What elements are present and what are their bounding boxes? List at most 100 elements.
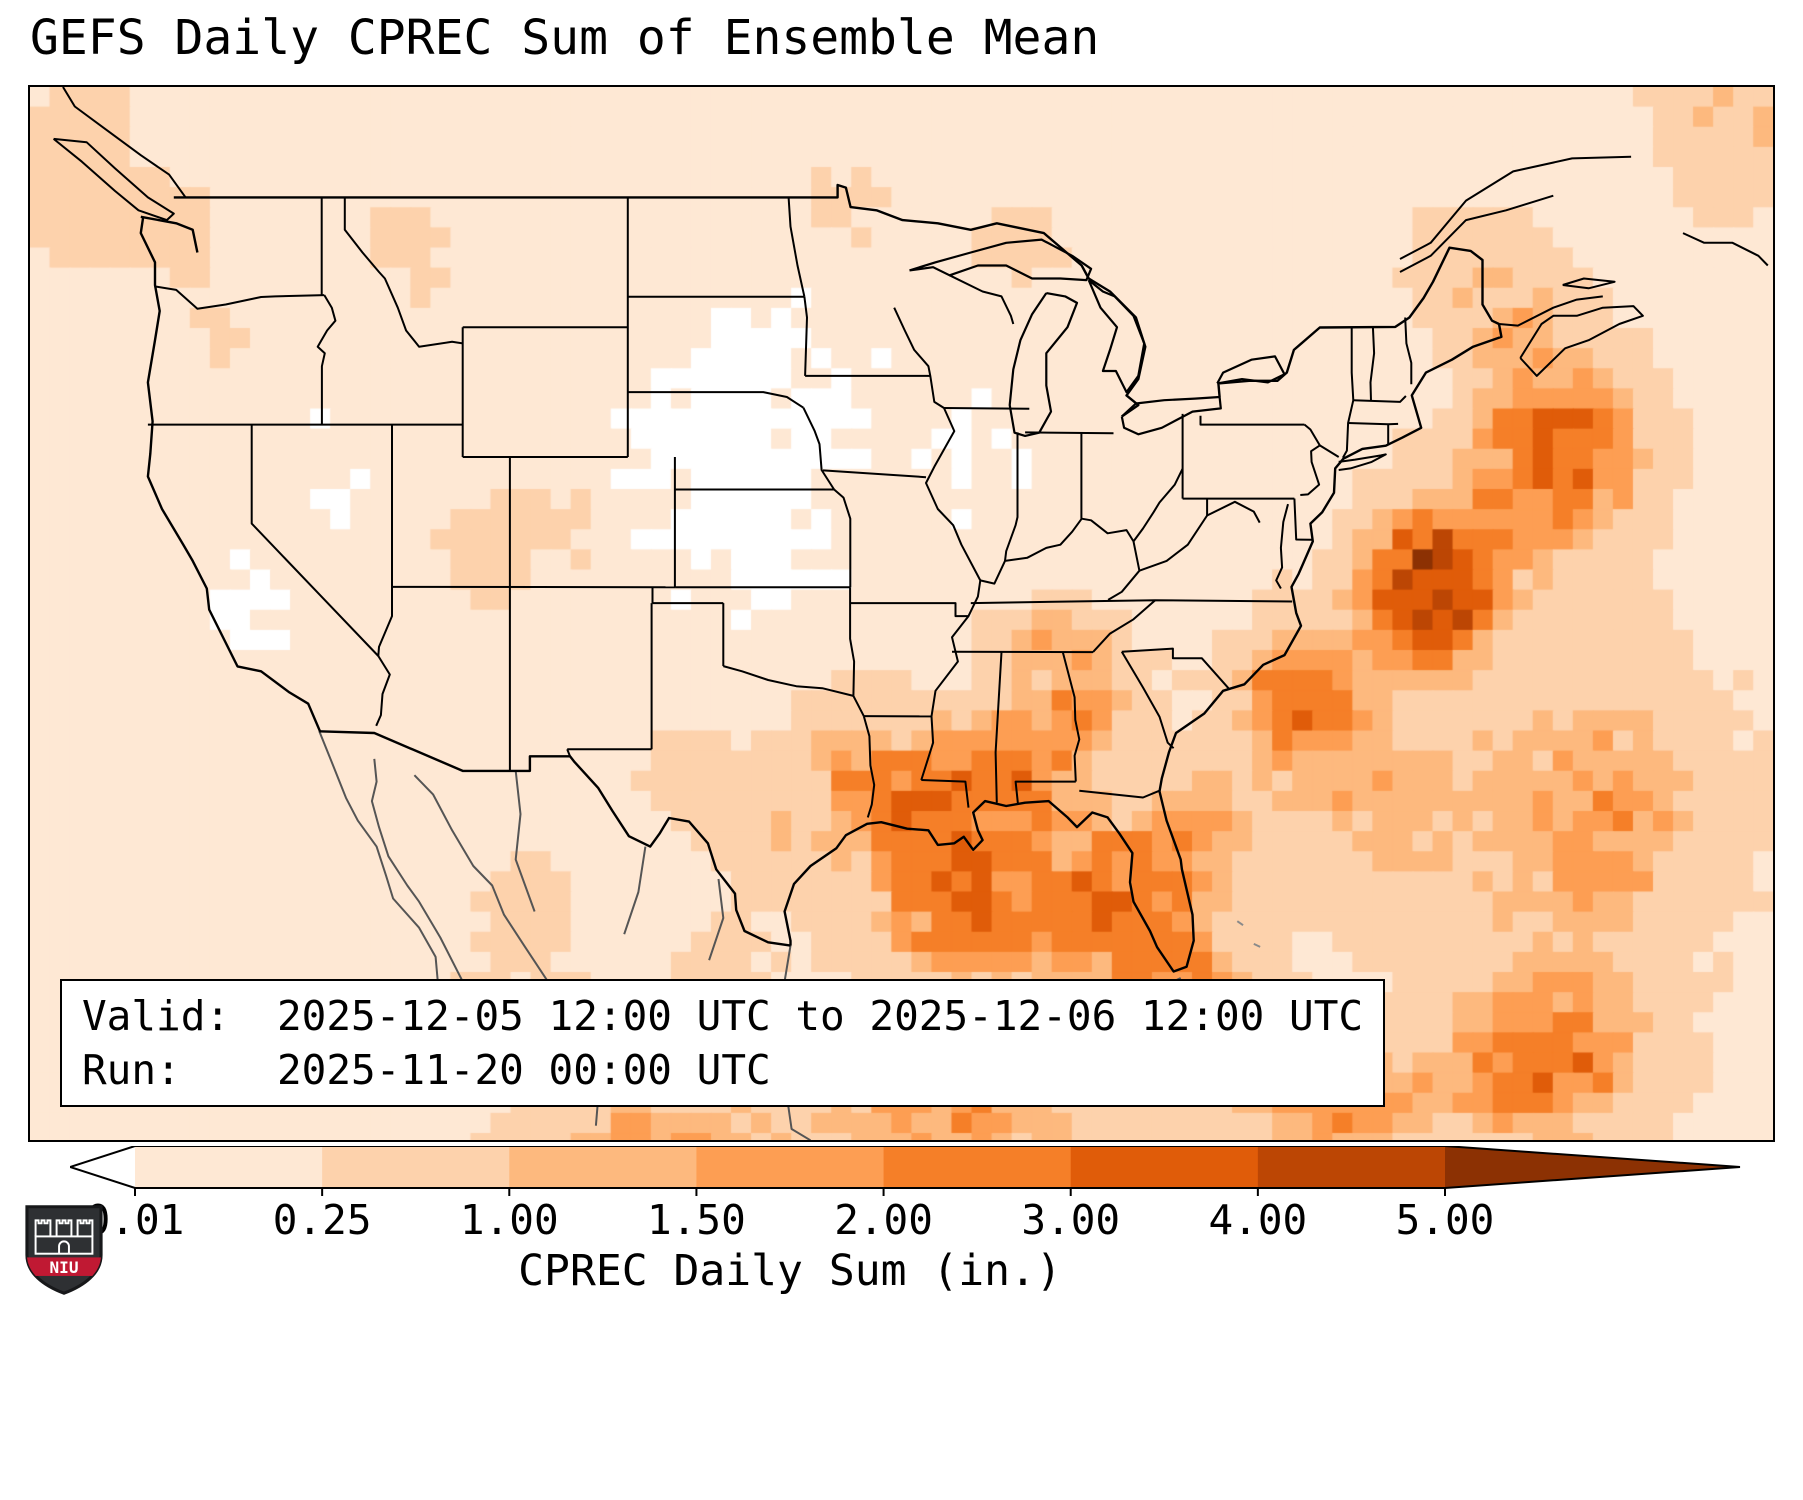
niu-logo: NIU xyxy=(25,1205,103,1295)
state-border xyxy=(1293,498,1312,541)
state-border xyxy=(852,695,865,717)
map-panel: Valid: 2025-12-05 12:00 UTC to 2025-12-06… xyxy=(28,85,1775,1142)
colorbar-segment xyxy=(135,1146,323,1188)
state-border xyxy=(1121,647,1230,690)
state-border xyxy=(1275,503,1289,590)
us-coastline xyxy=(139,216,322,732)
us-coastline xyxy=(783,323,1503,973)
colorbar-tick-label: 1.00 xyxy=(459,1196,559,1244)
colorbar-over-arrow xyxy=(1445,1146,1740,1188)
national-border xyxy=(1217,246,1500,398)
state-border xyxy=(375,655,391,727)
state-border xyxy=(1120,651,1175,749)
state-border xyxy=(849,587,856,696)
state-border xyxy=(833,488,852,588)
state-border xyxy=(377,424,393,657)
state-border xyxy=(1061,651,1081,782)
colorbar-segment xyxy=(883,1146,1072,1188)
state-border xyxy=(949,274,1015,325)
state-border xyxy=(1004,432,1019,562)
colorbar-segment xyxy=(1070,1146,1259,1188)
state-border xyxy=(723,665,854,697)
foreign-coastline xyxy=(623,846,647,935)
national-border xyxy=(173,183,1147,418)
state-border xyxy=(862,715,876,818)
state-border xyxy=(343,197,463,348)
canada-coastline xyxy=(52,137,175,222)
state-border xyxy=(156,285,325,310)
state-border xyxy=(1199,415,1305,426)
colorbar-tick-label: 4.00 xyxy=(1208,1196,1308,1244)
state-border xyxy=(1014,780,1076,805)
colorbar-tick-label: 3.00 xyxy=(1021,1196,1121,1244)
state-border xyxy=(803,296,808,376)
colorbar-tick-label: 0.25 xyxy=(272,1196,372,1244)
run-label: Run: xyxy=(82,1045,181,1094)
colorbar xyxy=(70,1146,1741,1196)
colorbar-label: CPREC Daily Sum (in.) xyxy=(518,1246,1062,1296)
state-border xyxy=(1342,326,1355,459)
state-border xyxy=(943,407,1030,410)
colorbar-segment xyxy=(1257,1146,1446,1188)
canada-coastline xyxy=(1562,277,1616,290)
canada-coastline xyxy=(1498,295,1603,327)
great-lake-outline xyxy=(1216,355,1286,385)
state-border xyxy=(250,424,380,657)
state-border xyxy=(802,407,835,491)
colorbar-tick-label: 1.50 xyxy=(647,1196,746,1244)
info-box: Valid: 2025-12-05 12:00 UTC to 2025-12-06… xyxy=(60,978,1386,1107)
great-lake-outline xyxy=(909,238,1093,282)
island-outline xyxy=(1236,920,1248,929)
colorbar-tick-label: 5.00 xyxy=(1395,1196,1495,1244)
colorbar-segment xyxy=(509,1146,698,1188)
state-border xyxy=(980,517,1135,585)
state-border xyxy=(1404,317,1413,385)
state-border xyxy=(994,652,1003,803)
canada-coastline xyxy=(1399,155,1632,260)
state-border xyxy=(1369,326,1376,401)
state-border xyxy=(1025,431,1114,435)
valid-value: 2025-12-05 12:00 UTC to 2025-12-06 12:00… xyxy=(277,991,1364,1040)
figure-title: GEFS Daily CPREC Sum of Ensemble Mean xyxy=(30,10,1100,66)
colorbar-segment xyxy=(696,1146,885,1188)
niu-red-band xyxy=(26,1257,102,1276)
foreign-coastline xyxy=(514,770,536,912)
state-border xyxy=(787,197,806,297)
national-border xyxy=(319,730,791,947)
colorbar-tick-label: 2.00 xyxy=(834,1196,933,1244)
state-border xyxy=(627,391,804,409)
state-border xyxy=(1079,789,1160,799)
castle-icon xyxy=(34,1219,94,1255)
run-value: 2025-11-20 00:00 UTC xyxy=(277,1045,771,1094)
valid-row: Valid: 2025-12-05 12:00 UTC to 2025-12-06… xyxy=(82,989,1363,1043)
foreign-coastline xyxy=(708,878,725,961)
canada-coastline xyxy=(1682,232,1769,267)
valid-label: Valid: xyxy=(82,991,231,1040)
island-outline xyxy=(1253,942,1262,949)
state-border xyxy=(1338,453,1387,471)
state-border xyxy=(316,294,337,425)
state-border xyxy=(1300,423,1321,496)
state-border xyxy=(1092,599,1156,653)
state-border xyxy=(1319,444,1340,458)
state-border xyxy=(921,779,970,808)
colorbar-under-arrow xyxy=(70,1146,135,1188)
state-border xyxy=(893,307,982,781)
great-lake-outline xyxy=(1008,292,1079,437)
state-border xyxy=(1353,395,1407,403)
state-border xyxy=(1348,422,1399,426)
niu-logo-text: NIU xyxy=(50,1258,79,1277)
colorbar-segment xyxy=(322,1146,510,1188)
great-lake-outline xyxy=(1120,395,1222,436)
state-border xyxy=(850,602,969,618)
state-border xyxy=(1107,541,1141,601)
state-border xyxy=(1139,514,1208,572)
state-border xyxy=(1206,498,1261,524)
run-row: Run: 2025-11-20 00:00 UTC xyxy=(82,1043,1363,1097)
us-coastline xyxy=(140,215,199,253)
canada-coastline xyxy=(1519,305,1644,377)
state-border xyxy=(1132,468,1184,542)
state-border xyxy=(970,599,1293,605)
canada-coastline xyxy=(1399,194,1554,273)
